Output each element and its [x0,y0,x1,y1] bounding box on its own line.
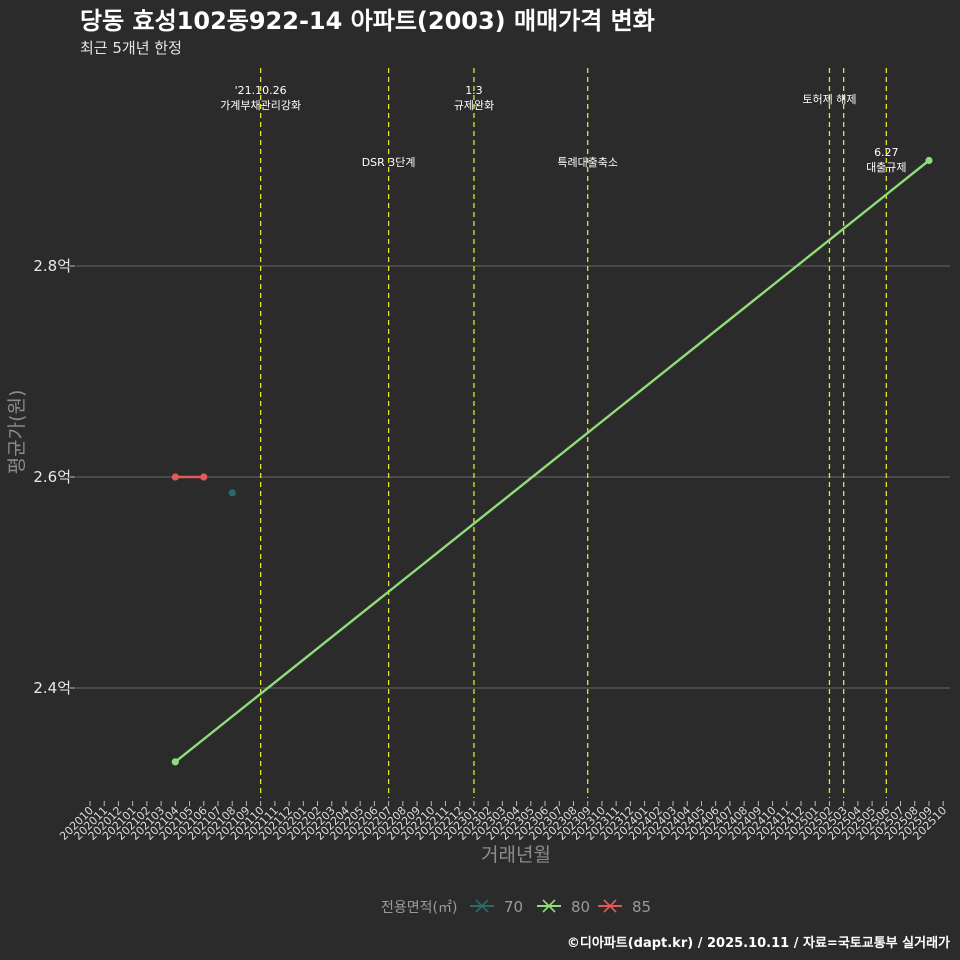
event-label: 규제완화 [454,99,494,112]
event-label: 6.27 [874,146,899,159]
x-axis-title: 거래년월 [481,844,551,866]
data-point-80 [171,758,179,766]
legend-cross-80 [542,899,556,913]
legend-cross-70 [475,899,489,913]
legend: 전용면적(㎡) 70 80 85 [381,898,651,916]
event-label: 대출규제 [866,161,906,174]
legend-label-80: 80 [571,898,590,916]
event-label: 토허제 해제 [802,92,856,106]
event-label: 가계부채관리강화 [220,99,301,112]
legend-title: 전용면적(㎡) [381,900,457,916]
policy-event-lines [259,68,887,798]
data-point-85 [171,473,179,481]
y-tick-labels: 2.4억 2.6억 2.8억 [33,257,75,697]
x-tick-labels: 2020102020112020122021012021022021032021… [57,801,949,843]
event-label: 1.3 [465,84,483,97]
event-label: '21.10.26 [235,84,287,97]
y-gridlines [76,265,950,689]
event-label: 특례대출축소 [557,156,618,169]
legend-cross-85 [603,899,617,913]
event-label: DSR 3단계 [362,156,416,169]
chart-subtitle: 최근 5개년 한정 [80,39,182,57]
y-axis-title: 평균가(원) [6,390,28,475]
legend-label-85: 85 [632,898,651,916]
data-series [171,156,933,766]
series-line-80 [174,159,930,763]
data-point-80 [925,156,933,165]
y-tick-label: 2.6억 [33,468,71,486]
legend-label-70: 70 [504,898,523,916]
source-caption: ©디아파트(dapt.kr) / 2025.10.11 / 자료=국토교통부 실… [567,935,950,951]
data-point-70 [228,489,236,497]
y-tick-label: 2.4억 [33,679,71,697]
y-tick-label: 2.8억 [33,257,71,275]
data-point-85 [200,473,208,481]
chart-title: 당동 효성102동922-14 아파트(2003) 매매가격 변화 [80,7,655,35]
